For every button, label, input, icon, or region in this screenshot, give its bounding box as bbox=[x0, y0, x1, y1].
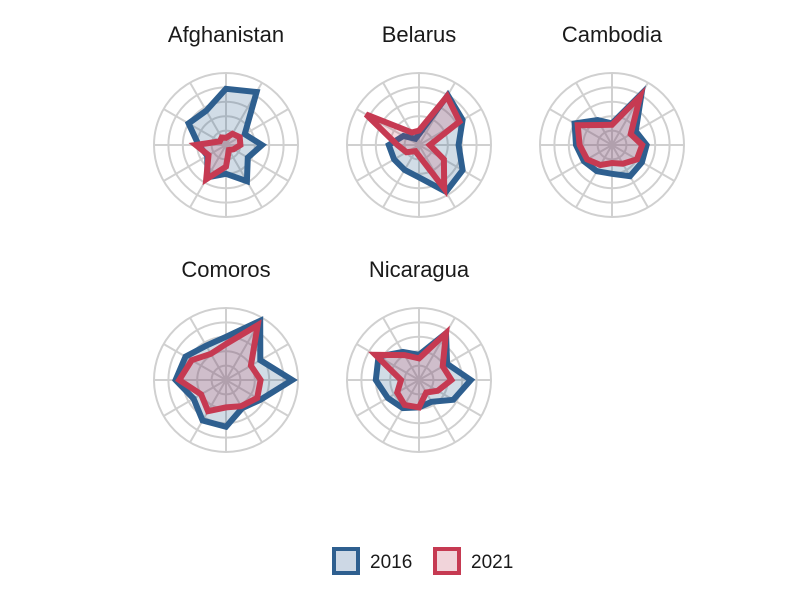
grid-spoke bbox=[382, 317, 420, 381]
legend-label-2021: 2021 bbox=[471, 552, 513, 573]
grid-spoke bbox=[189, 317, 227, 381]
grid-spoke bbox=[163, 144, 227, 182]
legend-swatch-2021 bbox=[433, 547, 461, 575]
grid-spoke bbox=[225, 379, 263, 443]
grid-spoke bbox=[382, 379, 420, 443]
grid-spoke bbox=[356, 343, 420, 381]
grid-spoke bbox=[418, 343, 482, 381]
series-2021-polygon bbox=[363, 90, 464, 198]
grid-spoke bbox=[575, 144, 613, 208]
series-2021-polygon bbox=[188, 130, 244, 186]
grid-spoke bbox=[418, 144, 482, 182]
series-2021-polygon bbox=[175, 319, 264, 415]
radar-panel: Belarus bbox=[346, 22, 492, 218]
grid-spoke bbox=[382, 144, 420, 208]
radar-panel: Afghanistan bbox=[153, 22, 299, 218]
panel-title: Nicaragua bbox=[369, 257, 470, 282]
radar-panel: Nicaragua bbox=[346, 257, 492, 453]
series-2021-polygon bbox=[367, 325, 456, 411]
series-2021-polygon bbox=[574, 86, 646, 169]
legend-swatch-2016 bbox=[332, 547, 360, 575]
panel-title: Comoros bbox=[181, 257, 270, 282]
grid-spoke bbox=[575, 82, 613, 146]
panel-title: Afghanistan bbox=[168, 22, 284, 47]
legend-label-2016: 2016 bbox=[370, 552, 412, 573]
grid-spoke bbox=[225, 108, 289, 146]
panels-layer: Afghanistan Belarus Cambodia Comoros Nicarag… bbox=[153, 22, 685, 453]
grid-spoke bbox=[611, 108, 675, 146]
panel-title: Belarus bbox=[382, 22, 457, 47]
panel-title: Cambodia bbox=[562, 22, 663, 47]
grid-spoke bbox=[225, 343, 289, 381]
legend: 2016 2021 bbox=[332, 547, 513, 575]
radar-panel: Comoros bbox=[153, 257, 299, 453]
grid-spoke bbox=[225, 144, 263, 208]
radar-panel: Cambodia bbox=[539, 22, 685, 218]
grid-spoke bbox=[549, 144, 613, 182]
